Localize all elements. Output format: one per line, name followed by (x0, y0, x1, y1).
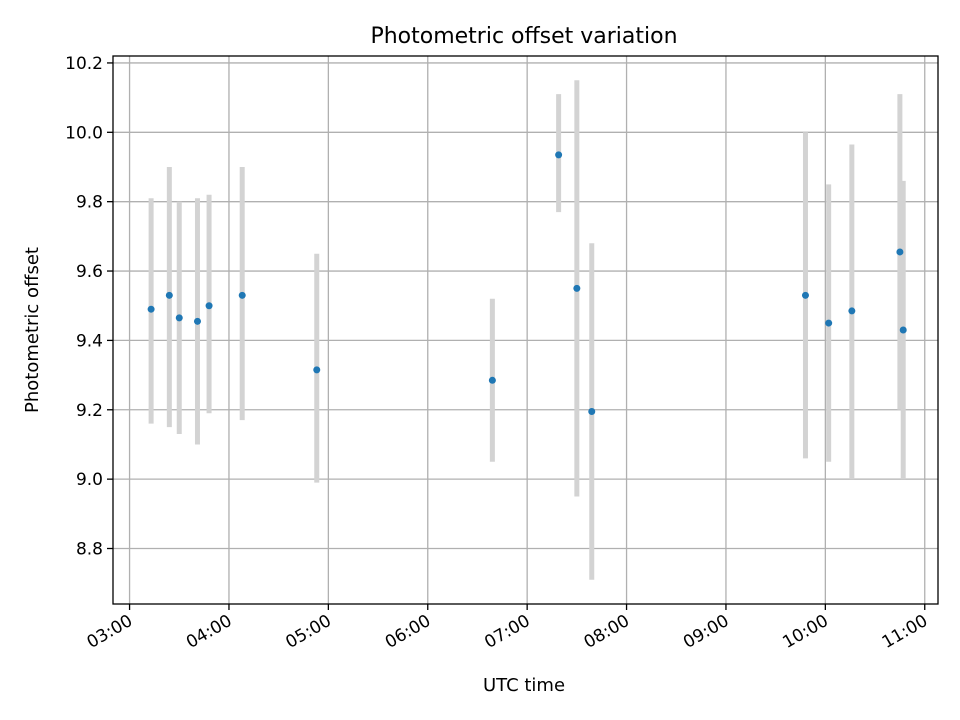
y-tick-label: 9.4 (76, 331, 103, 351)
data-point (238, 291, 246, 299)
data-point (825, 319, 833, 327)
data-point (147, 305, 155, 313)
data-point (896, 248, 904, 256)
chart-title: Photometric offset variation (370, 24, 677, 49)
y-tick-label: 9.6 (76, 262, 103, 282)
y-tick-label: 9.0 (76, 470, 103, 490)
x-axis-label: UTC time (483, 675, 565, 696)
plot-frame (112, 55, 939, 605)
y-tick-label: 9.8 (76, 193, 103, 213)
data-point (588, 408, 596, 416)
data-point (313, 366, 321, 374)
y-tick-label: 8.8 (76, 540, 103, 560)
data-point (193, 317, 201, 325)
data-point (165, 291, 173, 299)
x-tick-label: 05:00 (282, 611, 334, 653)
x-axis: 03:00 04:00 05:00 06:00 07:00 08:00 09:00 10:00… (84, 604, 931, 653)
x-tick-label: 03:00 (84, 611, 136, 653)
x-tick-label: 08:00 (581, 611, 633, 653)
data-point (573, 284, 581, 292)
y-tick-label: 9.2 (76, 401, 103, 421)
grid (113, 56, 938, 604)
x-tick-label: 09:00 (680, 611, 732, 653)
data-point (488, 376, 496, 384)
data-point (899, 326, 907, 334)
data-point (848, 307, 856, 315)
x-tick-label: 06:00 (382, 611, 434, 653)
x-tick-label: 04:00 (183, 611, 235, 653)
data-point (801, 291, 809, 299)
x-tick-label: 10:00 (779, 611, 831, 653)
y-tick-label: 10.0 (65, 123, 103, 143)
data-point (205, 302, 213, 310)
x-tick-label: 11:00 (879, 611, 931, 653)
data-points (147, 151, 907, 416)
y-axis-label: Photometric offset (22, 247, 43, 413)
x-tick-label: 07:00 (481, 611, 533, 653)
data-point (555, 151, 563, 159)
y-axis: 8.8 9.0 9.2 9.4 9.6 9.8 10.0 10.2 (65, 54, 113, 560)
data-point (175, 314, 183, 322)
y-tick-label: 10.2 (65, 54, 103, 74)
